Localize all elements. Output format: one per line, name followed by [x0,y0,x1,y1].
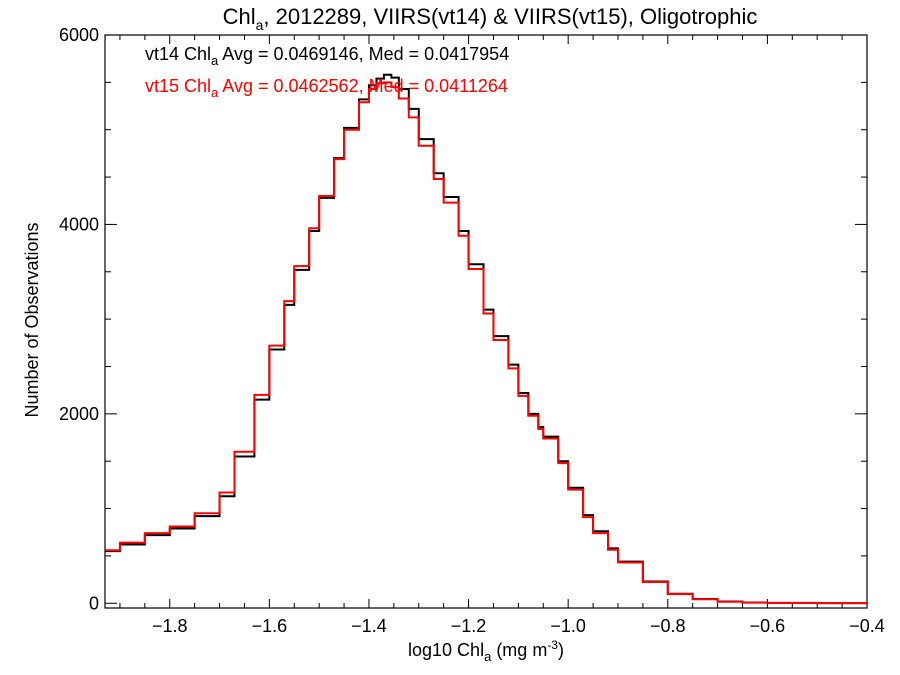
y-axis: 0 2000 4000 6000 [59,25,867,613]
annotation-vt15: vt15 Chla Avg = 0.0462562, Med = 0.04112… [145,76,508,100]
y-axis-label: Number of Observations [22,222,42,417]
chart-title: Chla, 2012289, VIIRS(vt14) & VIIRS(vt15)… [223,4,758,33]
x-tick-label: −0.6 [750,616,786,636]
y-tick-label: 4000 [59,214,99,234]
x-tick-label: −1.6 [252,616,288,636]
x-tick-label: −1.2 [451,616,487,636]
x-axis: −1.8 −1.6 −1.4 −1.2 −1.0 −0.8 −0.6 −0.4 [119,35,885,636]
x-tick-label: −0.8 [650,616,686,636]
series-line-vt15 [105,81,868,605]
x-tick-label: −0.4 [849,616,885,636]
y-tick-label: 2000 [59,404,99,424]
y-tick-label: 0 [89,593,99,613]
x-axis-label: log10 Chla (mg m-3) [408,638,564,664]
x-tick-label: −1.0 [550,616,586,636]
series-layer [105,73,868,605]
plot-frame [104,34,868,609]
y-tick-label: 6000 [59,25,99,45]
series-line-vt14 [105,73,868,605]
x-tick-label: −1.8 [152,616,188,636]
annotation-vt14: vt14 Chla Avg = 0.0469146, Med = 0.04179… [145,44,509,68]
x-tick-label: −1.4 [351,616,387,636]
